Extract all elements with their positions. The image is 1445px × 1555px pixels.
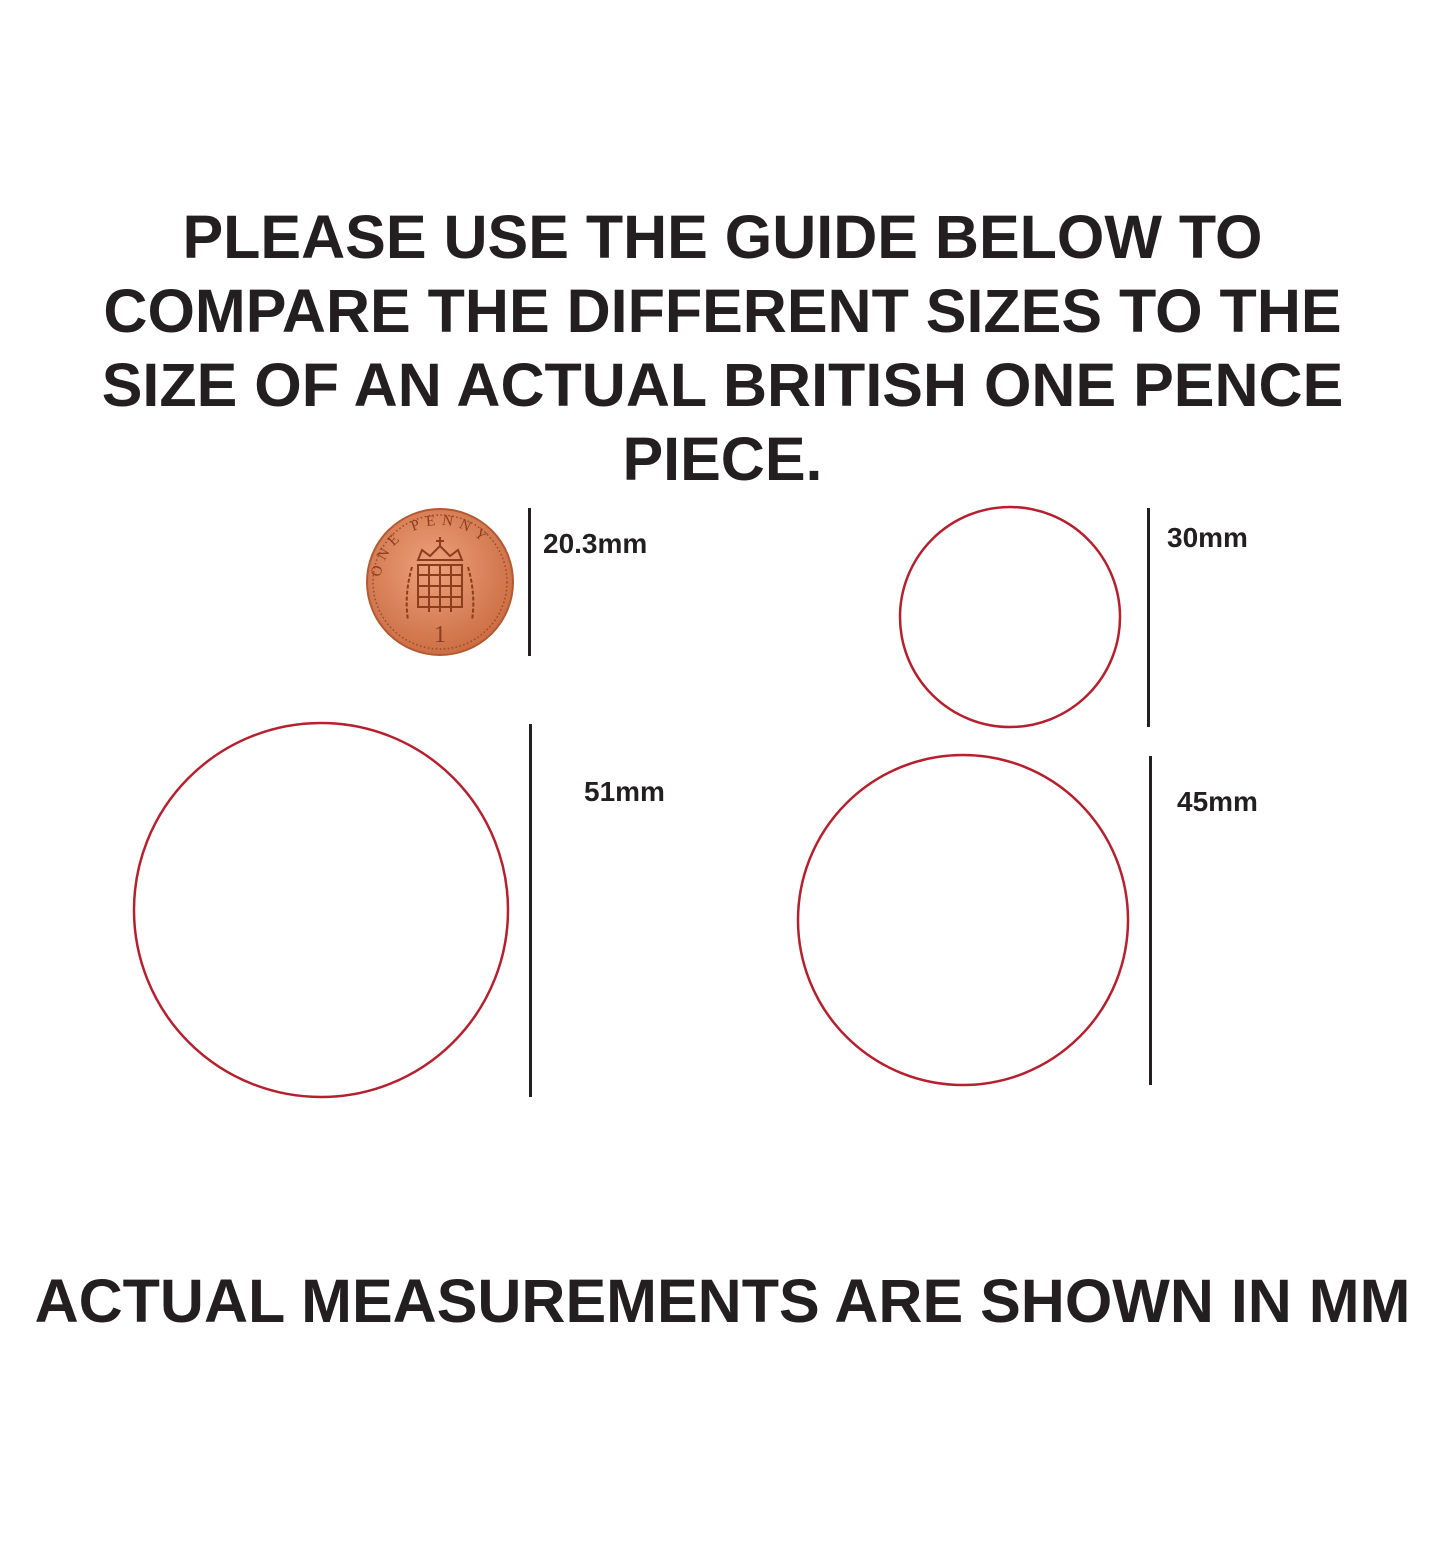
footer-note: ACTUAL MEASUREMENTS ARE SHOWN IN MM bbox=[34, 1267, 1411, 1335]
heading-line: COMPARE THE DIFFERENT SIZES TO THE bbox=[103, 277, 1342, 345]
coin-measure-line bbox=[528, 508, 531, 656]
measure-line-51mm bbox=[529, 724, 532, 1097]
measure-line-30mm bbox=[1147, 508, 1150, 727]
heading: PLEASE USE THE GUIDE BELOW TO COMPARE TH… bbox=[0, 200, 1445, 496]
coin-denomination: 1 bbox=[434, 622, 446, 648]
circle-30mm bbox=[898, 505, 1122, 729]
heading-line: PIECE. bbox=[622, 425, 823, 493]
circle-45mm bbox=[796, 753, 1130, 1087]
size-label-45mm: 45mm bbox=[1177, 786, 1258, 817]
measure-line-45mm bbox=[1149, 756, 1152, 1085]
size-label-51mm: 51mm bbox=[584, 776, 665, 807]
heading-line: PLEASE USE THE GUIDE BELOW TO bbox=[182, 203, 1263, 271]
size-label-30mm: 30mm bbox=[1167, 522, 1248, 553]
circle-51mm bbox=[132, 721, 510, 1099]
portcullis-icon bbox=[405, 537, 475, 621]
one-penny-coin: ONE PENNY 1 bbox=[366, 508, 514, 656]
heading-line: SIZE OF AN ACTUAL BRITISH ONE PENCE bbox=[101, 351, 1344, 419]
coin-size-label: 20.3mm bbox=[543, 528, 648, 559]
